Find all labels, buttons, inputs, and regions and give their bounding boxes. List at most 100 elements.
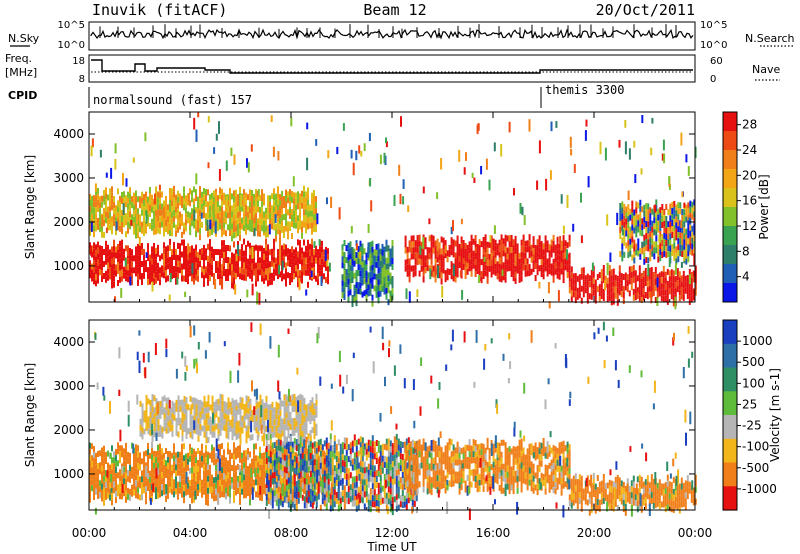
echo-cell (460, 266, 463, 273)
echo-cell (291, 495, 294, 502)
echo-cell (271, 193, 273, 200)
echo-cell (663, 244, 666, 251)
echo-cell (420, 247, 423, 254)
echo-cell (335, 444, 338, 450)
echo-cell (285, 268, 287, 275)
echo-cell (151, 200, 153, 207)
echo-cell (677, 226, 680, 233)
echo-cell (335, 498, 338, 504)
echo-cell (428, 253, 431, 260)
echo-cell (472, 439, 475, 446)
echo-cell (89, 266, 91, 273)
echo-cell (211, 486, 213, 493)
echo-cell (623, 233, 626, 240)
echo-cell (355, 258, 358, 265)
echo-cell (327, 484, 330, 491)
echo-cell (514, 253, 517, 260)
echo-cell (367, 284, 370, 291)
echo-cell (335, 468, 338, 474)
echo-cell (278, 264, 280, 275)
echo-cell (642, 276, 645, 283)
echo-cell (434, 459, 437, 465)
echo-cell (629, 250, 632, 257)
echo-cell (125, 195, 127, 202)
echo-cell (201, 449, 203, 456)
echo-cell (690, 277, 693, 284)
echo-cell (568, 270, 571, 277)
echo-cell (436, 481, 439, 488)
echo-cell (653, 229, 656, 236)
echo-cell (261, 251, 263, 258)
echo-cell (105, 227, 108, 234)
echo-cell (369, 500, 372, 507)
echo-cell (99, 196, 101, 203)
echo-cell (643, 234, 646, 241)
echo-cell (109, 224, 111, 231)
echo-cell (361, 497, 364, 504)
echo-cell (171, 482, 173, 489)
echo-cell (90, 245, 93, 256)
echo-cell (133, 255, 135, 262)
colorbar-tick-label: 4 (742, 270, 750, 284)
echo-cell (693, 199, 696, 206)
echo-cell (408, 443, 411, 450)
echo-cell (550, 263, 553, 270)
echo-cell (406, 252, 409, 259)
echo-cell (375, 476, 378, 482)
echo-cell (270, 115, 273, 123)
echo-cell (307, 281, 309, 288)
echo-cell (434, 258, 437, 265)
echo-cell (643, 222, 646, 229)
echo-cell (393, 478, 396, 485)
echo-cell (157, 450, 159, 457)
echo-cell (345, 497, 348, 504)
echo-cell (246, 289, 249, 298)
echo-cell (650, 279, 653, 285)
echo-cell (111, 499, 113, 506)
echo-cell (273, 194, 275, 201)
echo-cell (191, 497, 193, 504)
echo-cell (478, 473, 481, 480)
echo-cell (379, 260, 382, 267)
echo-cell (277, 151, 280, 161)
echo-cell (171, 488, 173, 495)
echo-cell (251, 458, 253, 465)
echo-cell (131, 249, 133, 256)
echo-cell (538, 253, 541, 260)
echo-cell (319, 473, 321, 480)
echo-cell (530, 250, 533, 257)
echo-cell (179, 255, 181, 262)
echo-cell (359, 276, 362, 283)
echo-cell (381, 461, 384, 468)
echo-cell (582, 273, 585, 280)
echo-cell (163, 266, 165, 273)
echo-cell (143, 206, 145, 212)
echo-cell (513, 188, 515, 196)
echo-cell (426, 482, 429, 489)
echo-cell (528, 119, 531, 132)
echo-cell (307, 473, 309, 480)
echo-cell (343, 437, 346, 444)
echo-cell (659, 213, 662, 220)
echo-cell (693, 259, 696, 266)
echo-cell (257, 206, 259, 213)
echo-cell (97, 469, 99, 475)
echo-cell (661, 153, 664, 161)
echo-cell (574, 297, 577, 304)
echo-cell (121, 210, 123, 216)
echo-cell (259, 482, 261, 489)
echo-cell (189, 252, 191, 259)
echo-cell (141, 458, 143, 465)
echo-cell (135, 208, 137, 215)
echo-cell (285, 280, 287, 287)
echo-cell (404, 446, 407, 453)
echo-cell (133, 483, 135, 490)
echo-cell (528, 246, 531, 253)
echo-cell (691, 243, 694, 250)
echo-cell (446, 460, 449, 467)
echo-cell (299, 240, 301, 247)
echo-cell (480, 461, 483, 468)
echo-cell (185, 207, 187, 214)
echo-cell (311, 250, 313, 257)
echo-cell (193, 222, 195, 229)
